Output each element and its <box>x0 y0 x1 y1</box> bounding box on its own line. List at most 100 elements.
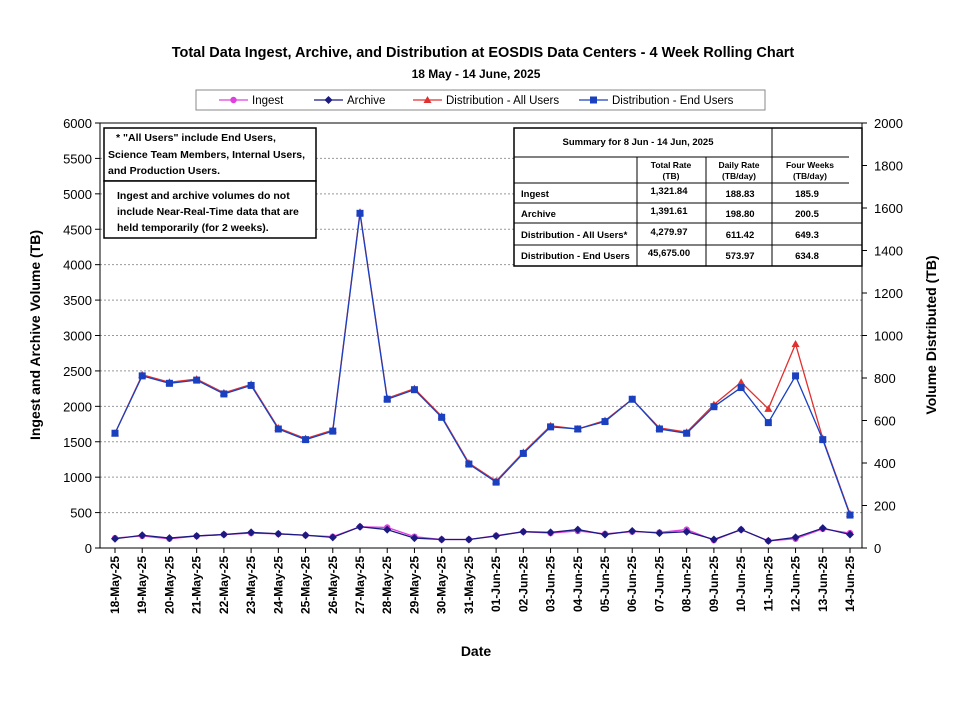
table-cell: 1,321.84 <box>651 186 689 197</box>
x-tick-label: 19-May-25 <box>135 556 149 614</box>
data-point <box>138 372 146 380</box>
data-point <box>709 535 718 544</box>
series-line <box>114 212 851 515</box>
data-point <box>655 425 663 433</box>
data-point <box>464 535 473 544</box>
legend <box>195 89 766 111</box>
x-tick-label: 13-Jun-25 <box>816 556 830 612</box>
x-tick-label: 30-May-25 <box>435 556 449 614</box>
y2-tick-label: 1000 <box>874 329 903 344</box>
note-line: and Production Users. <box>108 165 220 177</box>
table-row-label: Ingest <box>521 189 550 200</box>
x-tick-label: 07-Jun-25 <box>652 556 666 612</box>
x-tick-label: 10-Jun-25 <box>734 556 748 612</box>
data-point <box>274 529 283 538</box>
data-point <box>274 425 282 433</box>
legend-item: Distribution - End Users <box>579 95 734 107</box>
x-tick-label: 01-Jun-25 <box>489 556 503 612</box>
note-nrt: Ingest and archive volumes do not includ… <box>103 180 317 239</box>
table-header: Total Rate (TB) <box>651 160 692 181</box>
data-point <box>764 536 773 545</box>
note-line: Ingest and archive volumes do not <box>117 190 290 202</box>
data-point <box>683 429 691 437</box>
x-tick-label: 08-Jun-25 <box>680 556 694 612</box>
data-point <box>682 527 691 536</box>
x-tick-label: 04-Jun-25 <box>571 556 585 612</box>
series-line <box>114 213 851 516</box>
table-row-label: Distribution - All Users* <box>521 230 628 241</box>
table-cell: 4,279.97 <box>651 227 688 238</box>
data-point <box>193 376 201 384</box>
y2-axis-title: Volume Distributed (TB) <box>923 255 939 414</box>
y-tick-label: 4000 <box>63 258 92 273</box>
data-point <box>247 528 256 537</box>
data-point <box>111 534 119 543</box>
y-tick-label: 1000 <box>63 470 92 485</box>
series-distribution-end-users <box>111 209 854 519</box>
table-cell: 188.83 <box>725 189 754 200</box>
y-axis-title: Ingest and Archive Volume (TB) <box>27 230 43 440</box>
data-point <box>764 404 773 412</box>
data-point <box>423 96 432 103</box>
data-point <box>846 530 854 539</box>
data-point <box>410 386 418 394</box>
table-cell: 634.8 <box>795 251 819 262</box>
data-point <box>710 403 718 411</box>
data-point <box>302 436 310 444</box>
table-row-label: Archive <box>521 209 556 220</box>
data-point <box>492 531 501 540</box>
data-point <box>737 378 746 386</box>
x-tick-label: 06-Jun-25 <box>625 556 639 612</box>
note-line: include Near-Real-Time data that are <box>117 206 299 218</box>
data-point <box>546 528 555 537</box>
legend-item: Archive <box>314 95 385 107</box>
y-tick-label: 3500 <box>63 293 92 308</box>
data-point <box>655 529 664 538</box>
summary-table: Summary for 8 Jun - 14 Jun, 2025 Total R… <box>513 127 863 267</box>
y-tick-label: 1500 <box>63 435 92 450</box>
data-point <box>383 525 392 534</box>
note-all-users: * "All Users" include End Users, Science… <box>103 127 317 182</box>
y2-tick-label: 1800 <box>874 159 903 174</box>
data-point <box>301 531 310 540</box>
data-point <box>324 96 333 104</box>
data-point <box>573 525 582 534</box>
data-point <box>383 395 391 403</box>
data-point <box>356 522 364 531</box>
data-point <box>628 395 636 403</box>
x-tick-label: 05-Jun-25 <box>598 556 612 612</box>
data-point <box>574 425 582 433</box>
x-tick-label: 27-May-25 <box>353 556 367 614</box>
y-tick-label: 6000 <box>63 116 92 131</box>
data-point <box>764 419 772 427</box>
table-cell: 185.9 <box>795 189 819 200</box>
data-point <box>601 418 609 426</box>
y-tick-label: 5000 <box>63 187 92 202</box>
y-tick-label: 0 <box>85 541 92 556</box>
legend-label: Distribution - End Users <box>612 95 734 107</box>
legend-label: Distribution - All Users <box>446 95 559 107</box>
y2-tick-label: 2000 <box>874 116 903 131</box>
data-point <box>438 413 446 421</box>
data-point <box>846 511 854 519</box>
table-cell: 611.42 <box>726 230 755 241</box>
table-header: Daily Rate (TB/day) <box>718 160 759 181</box>
legend-label: Archive <box>347 95 385 107</box>
data-point <box>737 525 746 534</box>
data-point <box>818 524 827 533</box>
x-tick-label: 24-May-25 <box>271 556 285 614</box>
data-point <box>356 209 364 217</box>
summary-title: Summary for 8 Jun - 14 Jun, 2025 <box>562 137 714 148</box>
data-point <box>328 533 337 542</box>
note-line: * "All Users" include End Users, <box>116 132 276 144</box>
x-tick-label: 31-May-25 <box>462 556 476 614</box>
y-tick-label: 500 <box>70 506 92 521</box>
y2-tick-label: 1400 <box>874 244 903 259</box>
data-point <box>111 429 119 437</box>
legend-item: Distribution - All Users <box>413 95 559 107</box>
legend-label: Ingest <box>252 95 284 107</box>
data-point <box>247 381 255 389</box>
x-tick-label: 02-Jun-25 <box>516 556 530 612</box>
data-point <box>792 372 800 380</box>
